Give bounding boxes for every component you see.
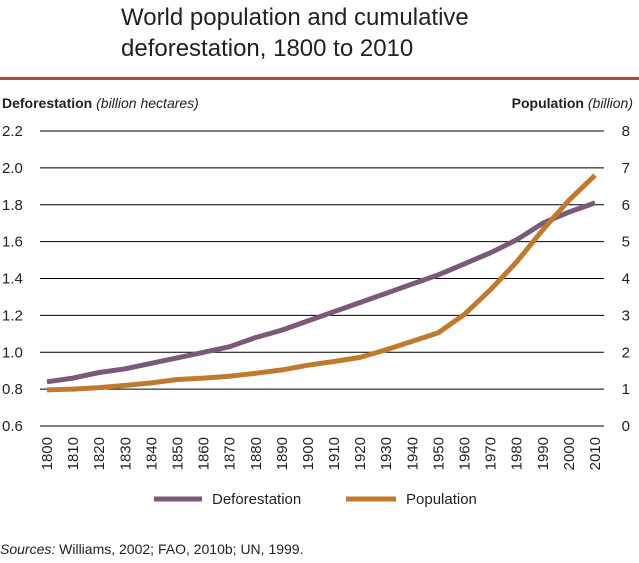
population-series-line (46, 173, 597, 393)
left-y-tick-label: 1.0 (2, 344, 23, 361)
right-y-tick-label: 5 (622, 234, 630, 251)
x-tick-label: 1820 (91, 437, 108, 470)
chart-title-line-2: deforestation, 1800 to 2010 (121, 35, 414, 62)
legend-label-population: Population (406, 491, 477, 508)
legend-label-deforestation: Deforestation (212, 491, 301, 508)
sources-note: Sources: Williams, 2002; FAO, 2010b; UN,… (0, 541, 303, 557)
left-y-tick-label: 1.4 (2, 271, 23, 288)
chart-title-line-1: World population and cumulative (121, 4, 469, 31)
x-tick-label: 1810 (65, 437, 82, 470)
right-y-tick-label: 1 (622, 381, 630, 398)
left-y-tick-label: 0.8 (2, 381, 23, 398)
x-tick-label: 1920 (352, 437, 369, 470)
x-tick-label: 1910 (326, 437, 343, 470)
x-tick-label: 1860 (196, 437, 213, 470)
right-y-tick-label: 3 (622, 307, 630, 324)
title-rule (0, 77, 639, 80)
x-tick-label: 1960 (457, 437, 474, 470)
left-axis-unit: (billion hectares) (96, 95, 199, 111)
sources-lead: Sources: (0, 541, 56, 557)
deforestation-series-line (46, 200, 596, 385)
chart-title: World population and cumulative deforest… (121, 2, 469, 64)
x-tick-label: 1900 (300, 437, 317, 470)
left-axis-label: Deforestation (2, 95, 93, 111)
right-y-tick-label: 8 (622, 123, 630, 140)
x-tick-label: 2010 (587, 437, 604, 470)
right-y-tick-label: 6 (622, 197, 630, 214)
left-y-tick-label: 2.0 (2, 160, 23, 177)
right-y-tick-label: 4 (622, 271, 630, 288)
left-y-tick-label: 1.6 (2, 234, 23, 251)
x-tick-label: 1970 (483, 437, 500, 470)
left-y-tick-label: 0.6 (2, 418, 23, 435)
left-y-tick-label: 1.2 (2, 307, 23, 324)
x-tick-label: 2000 (561, 437, 578, 470)
sources-text: Williams, 2002; FAO, 2010b; UN, 1999. (59, 541, 304, 557)
left-y-tick-label: 2.2 (2, 123, 23, 140)
x-tick-label: 1950 (430, 437, 447, 470)
right-axis-label: Population (511, 95, 584, 111)
x-tick-label: 1890 (274, 437, 291, 470)
x-tick-label: 1850 (169, 437, 186, 470)
x-tick-label: 1940 (404, 437, 421, 470)
right-axis-unit: (billion) (587, 95, 633, 111)
x-tick-label: 1980 (509, 437, 526, 470)
x-tick-label: 1800 (39, 437, 56, 470)
right-y-tick-label: 7 (622, 160, 630, 177)
left-y-tick-label: 1.8 (2, 197, 23, 214)
x-tick-label: 1870 (222, 437, 239, 470)
x-tick-label: 1990 (535, 437, 552, 470)
x-tick-label: 1930 (378, 437, 395, 470)
x-tick-label: 1880 (248, 437, 265, 470)
left-axis-title: Deforestation (billion hectares) (2, 95, 199, 111)
x-tick-label: 1840 (143, 437, 160, 470)
right-y-tick-label: 2 (622, 344, 630, 361)
right-y-tick-label: 0 (622, 418, 630, 435)
x-tick-label: 1830 (117, 437, 134, 470)
right-axis-title: Population (billion) (512, 95, 633, 111)
